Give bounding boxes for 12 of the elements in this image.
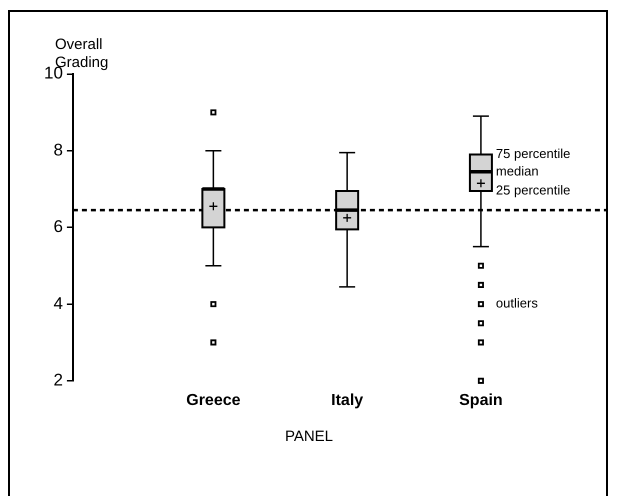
y-tick-label: 4 [53, 294, 63, 313]
x-tick-label: Italy [331, 392, 364, 409]
x-axis-title: PANEL [284, 428, 334, 445]
annotation: 25 percentile [496, 182, 570, 198]
annotation: median [496, 163, 539, 178]
y-tick-label: 2 [53, 370, 63, 390]
annotation: outliers [496, 296, 538, 311]
annotation: 75 percentile [496, 146, 570, 162]
y-tick-label: 8 [53, 140, 63, 160]
x-tick-label: Spain [459, 392, 503, 409]
x-tick-label: Greece [186, 392, 241, 409]
y-tick-label: 6 [53, 217, 63, 236]
